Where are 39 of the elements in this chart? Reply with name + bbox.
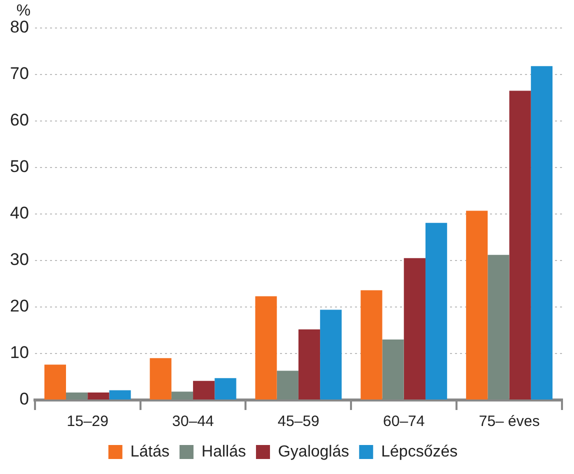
- bar: [109, 390, 131, 400]
- bar: [466, 210, 488, 400]
- y-tick-label: 80: [10, 18, 29, 37]
- bar: [214, 378, 236, 400]
- legend-label: Lépcsőzés: [381, 443, 458, 460]
- x-tick-label: 45–59: [278, 413, 320, 430]
- bar: [150, 358, 172, 400]
- legend-label: Gyaloglás: [278, 443, 350, 460]
- bar: [44, 364, 66, 400]
- x-tick-label: 75– éves: [478, 413, 540, 430]
- x-tick-label: 15–29: [66, 413, 108, 430]
- bar: [404, 258, 426, 400]
- bar: [171, 392, 194, 400]
- y-axis-title: %: [16, 2, 31, 20]
- y-tick-label: 20: [10, 296, 29, 316]
- bar: [488, 254, 510, 400]
- bar: [298, 329, 320, 400]
- bar: [530, 66, 553, 400]
- y-tick-label: 70: [10, 64, 29, 84]
- bar: [193, 380, 215, 400]
- y-tick-label: 0: [19, 390, 29, 409]
- bar: [66, 392, 88, 400]
- bar: [255, 296, 277, 400]
- bar: [509, 90, 531, 400]
- x-tick-label: 30–44: [172, 413, 214, 430]
- y-tick-label: 60: [10, 110, 29, 130]
- bar: [88, 392, 110, 400]
- y-tick-label: 30: [10, 250, 29, 270]
- bar: [276, 370, 298, 400]
- y-tick-label: 10: [10, 343, 29, 362]
- bar: [320, 310, 342, 400]
- legend-label: Látás: [130, 443, 170, 460]
- bar: [360, 290, 382, 400]
- bar: [425, 222, 448, 400]
- legend-label: Hallás: [202, 443, 246, 460]
- y-tick-label: 40: [10, 204, 29, 223]
- bar: [382, 340, 404, 400]
- y-tick-label: 50: [10, 157, 29, 176]
- x-tick-label: 60–74: [383, 413, 425, 430]
